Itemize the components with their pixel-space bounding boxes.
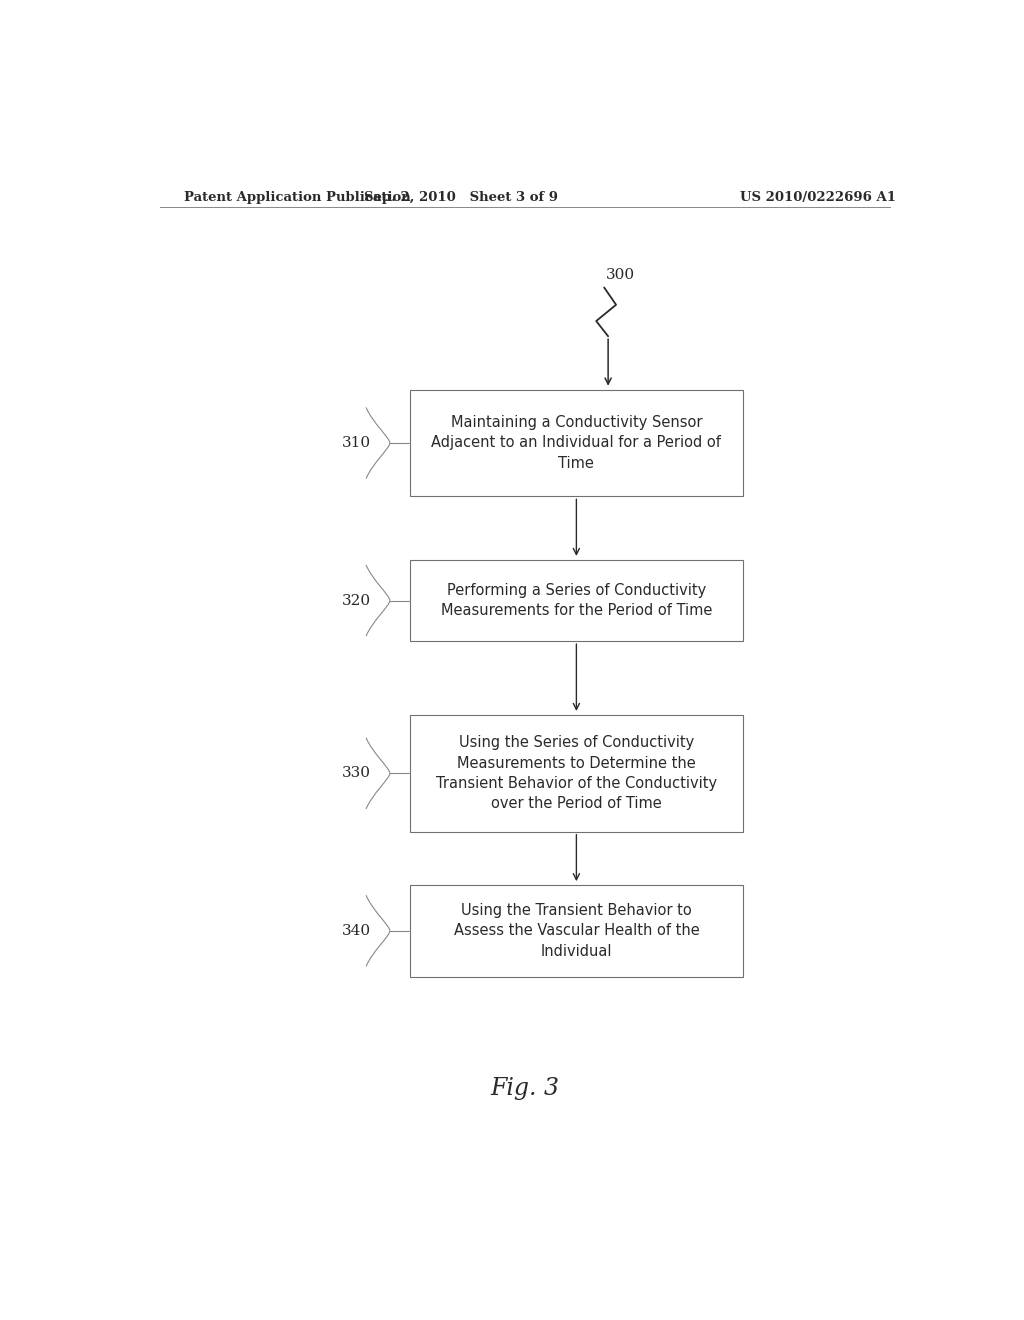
FancyBboxPatch shape xyxy=(410,886,743,977)
Text: 310: 310 xyxy=(342,436,372,450)
Text: Using the Series of Conductivity
Measurements to Determine the
Transient Behavio: Using the Series of Conductivity Measure… xyxy=(436,735,717,812)
Text: Performing a Series of Conductivity
Measurements for the Period of Time: Performing a Series of Conductivity Meas… xyxy=(440,583,712,618)
Text: US 2010/0222696 A1: US 2010/0222696 A1 xyxy=(740,190,896,203)
Text: Using the Transient Behavior to
Assess the Vascular Health of the
Individual: Using the Transient Behavior to Assess t… xyxy=(454,903,699,958)
Text: Fig. 3: Fig. 3 xyxy=(490,1077,559,1100)
FancyBboxPatch shape xyxy=(410,715,743,832)
FancyBboxPatch shape xyxy=(410,560,743,642)
Text: 340: 340 xyxy=(342,924,372,939)
Text: Patent Application Publication: Patent Application Publication xyxy=(183,190,411,203)
Text: 320: 320 xyxy=(342,594,372,607)
Text: Maintaining a Conductivity Sensor
Adjacent to an Individual for a Period of
Time: Maintaining a Conductivity Sensor Adjace… xyxy=(431,414,721,471)
Text: 300: 300 xyxy=(605,268,635,282)
FancyBboxPatch shape xyxy=(410,389,743,496)
Text: 330: 330 xyxy=(342,767,372,780)
Text: Sep. 2, 2010   Sheet 3 of 9: Sep. 2, 2010 Sheet 3 of 9 xyxy=(365,190,558,203)
